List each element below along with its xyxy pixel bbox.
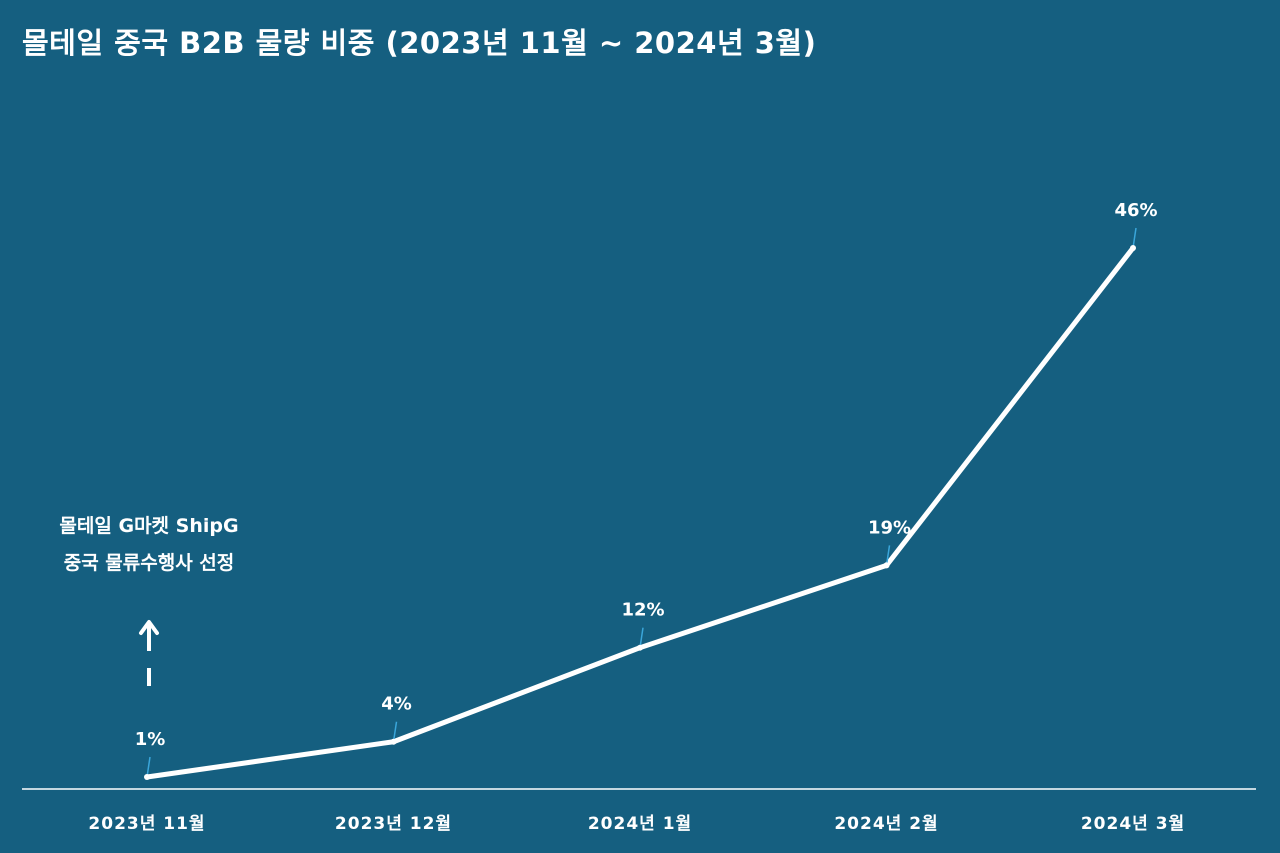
leader-line [146,756,151,778]
annotation-arrow [139,620,159,686]
annotation-line-1: 몰테일 G마켓 ShipG [59,515,239,537]
chart-title: 몰테일 중국 B2B 물량 비중 (2023년 11월 ~ 2024년 3월) [22,26,817,60]
data-point [144,774,150,780]
data-label: 19% [868,517,911,538]
data-label: 46% [1114,200,1157,221]
leader-line [885,545,891,566]
x-tick-label: 2024년 3월 [1081,814,1185,834]
x-tick-label: 2023년 12월 [335,814,452,834]
x-tick-label: 2024년 2월 [834,814,938,834]
annotation-line-2: 중국 물류수행사 선정 [63,552,235,574]
annotation-note: 몰테일 G마켓 ShipG 중국 물류수행사 선정 [20,508,278,582]
leader-line [392,721,398,742]
data-point [390,738,397,745]
leader-line [639,627,644,648]
x-tick-label: 2023년 11월 [88,814,205,834]
data-label: 1% [135,729,166,750]
leader-line [1132,227,1137,249]
data-point [637,644,643,651]
data-point [883,562,890,569]
series-line [144,245,1136,780]
x-tick-label: 2024년 1월 [588,814,692,834]
data-label: 12% [621,600,664,621]
data-point [1130,245,1136,251]
data-label: 4% [381,694,412,715]
